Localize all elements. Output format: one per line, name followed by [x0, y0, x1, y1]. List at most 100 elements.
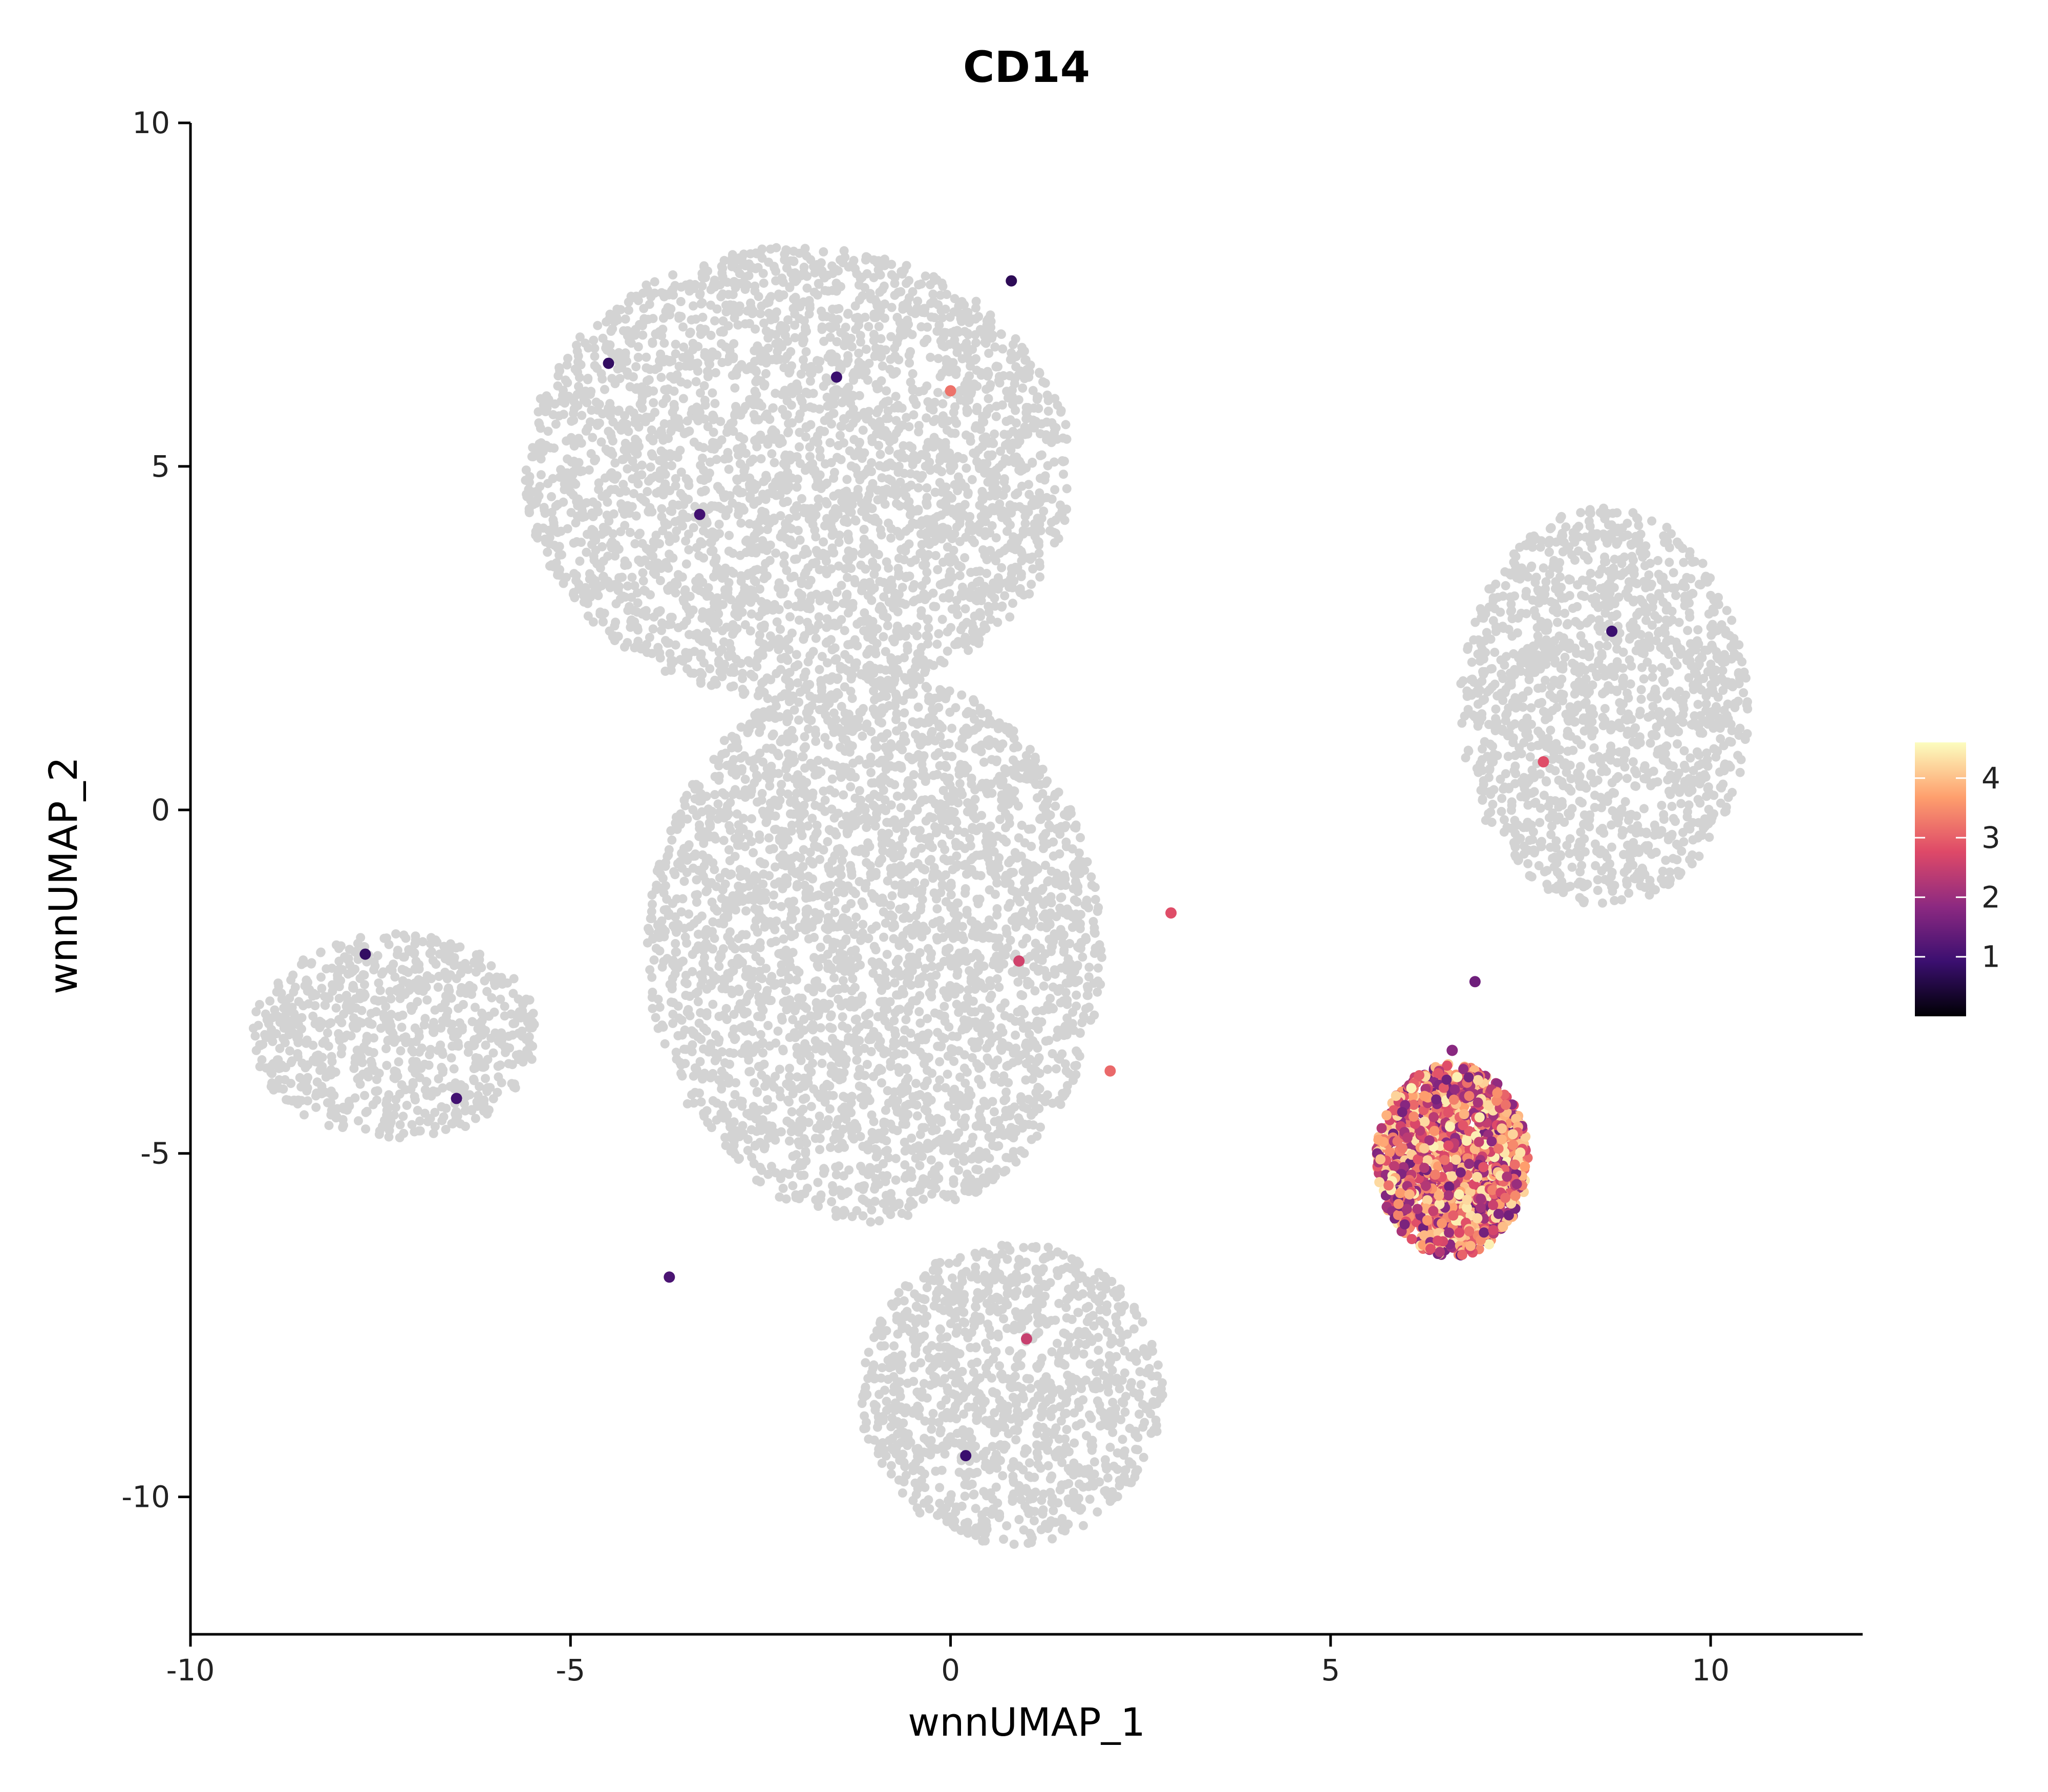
cell-point [525, 472, 535, 481]
cell-point [869, 273, 879, 283]
cell-point [780, 653, 790, 662]
cell-point [922, 528, 932, 538]
cell-point [1537, 698, 1547, 708]
cell-point [1664, 786, 1674, 796]
cell-point [865, 539, 874, 549]
cell-point [486, 961, 496, 971]
cell-point [761, 298, 771, 308]
cell-point [642, 280, 651, 290]
cell-point [1504, 568, 1513, 578]
cell-point [1640, 602, 1650, 612]
cell-point [780, 584, 790, 593]
cell-point [1648, 701, 1658, 711]
cell-point [822, 499, 832, 508]
cell-point [1632, 740, 1642, 750]
cell-point [681, 648, 691, 657]
cell-point [1612, 508, 1622, 518]
cell-point [1516, 792, 1526, 802]
cell-point [644, 413, 654, 422]
cell-point [1684, 551, 1694, 561]
cell-point [822, 569, 831, 579]
cell-point [1701, 691, 1711, 701]
cell-point [1575, 621, 1585, 630]
cell-point [678, 322, 688, 332]
cell-point [1575, 852, 1585, 862]
cell-point [575, 332, 585, 342]
cell-point [1647, 730, 1657, 739]
cell-point [758, 687, 768, 697]
cell-point [1526, 703, 1536, 713]
cell-point [962, 389, 972, 399]
cell-point [801, 347, 811, 356]
cell-point [1563, 882, 1573, 892]
cell-point [1564, 808, 1573, 818]
cell-point [1718, 666, 1727, 675]
cell-point [782, 497, 792, 506]
cell-point [1026, 360, 1035, 370]
cell-point [1679, 746, 1689, 756]
cell-point [1047, 418, 1057, 428]
cell-point [961, 604, 970, 614]
cell-point [936, 656, 946, 666]
cell-point [848, 603, 858, 612]
cell-point [1700, 716, 1710, 726]
cell-point [671, 588, 680, 598]
cell-point [740, 463, 750, 473]
cell-point [678, 394, 688, 403]
cell-point [697, 539, 707, 548]
cell-point [1617, 895, 1627, 905]
cell-point [582, 547, 591, 557]
cell-point [706, 538, 715, 547]
cell-point [1673, 739, 1682, 749]
cell-point [644, 476, 653, 486]
cell-point [1472, 763, 1482, 773]
cell-point [671, 339, 680, 349]
cell-point [1501, 581, 1510, 590]
cell-point [1594, 752, 1604, 761]
cell-point [545, 561, 554, 571]
cell-point [1698, 559, 1708, 568]
cell-point [1606, 723, 1616, 733]
cell-point [1017, 481, 1027, 491]
cell-point [784, 634, 794, 644]
cell-point [551, 501, 561, 511]
cell-point [532, 495, 542, 505]
cell-point [589, 526, 599, 536]
cell-point [803, 580, 813, 589]
cell-point [620, 509, 629, 519]
cell-point [1702, 755, 1712, 764]
cell-point [981, 432, 991, 442]
cell-point [676, 489, 686, 498]
cell-point [856, 472, 866, 481]
cell-point [1460, 711, 1469, 721]
cell-point [787, 418, 797, 428]
cell-point [954, 510, 964, 520]
cell-point [317, 984, 327, 993]
cell-point [859, 370, 869, 380]
cell-point [963, 489, 973, 499]
cell-point [852, 489, 862, 499]
cell-point [1541, 675, 1550, 685]
cell-point [800, 244, 810, 253]
cell-point [547, 492, 556, 502]
cell-point [1671, 692, 1681, 702]
cell-point [697, 273, 707, 282]
cell-point [813, 356, 822, 366]
cell-point [986, 323, 996, 332]
cell-point [742, 306, 752, 316]
cell-point [1739, 688, 1748, 698]
cell-point [762, 525, 772, 535]
cell-point [589, 335, 599, 345]
cell-point [793, 660, 803, 670]
cell-point [600, 473, 610, 483]
cell-point [934, 321, 944, 330]
cell-point [937, 614, 947, 624]
cell-point [710, 623, 719, 633]
cell-point [639, 304, 649, 313]
cell-point [795, 442, 804, 452]
cell-point [937, 340, 947, 350]
cell-point [740, 620, 750, 630]
cell-point [779, 459, 788, 468]
cell-point [563, 378, 572, 388]
cell-point [638, 568, 648, 578]
